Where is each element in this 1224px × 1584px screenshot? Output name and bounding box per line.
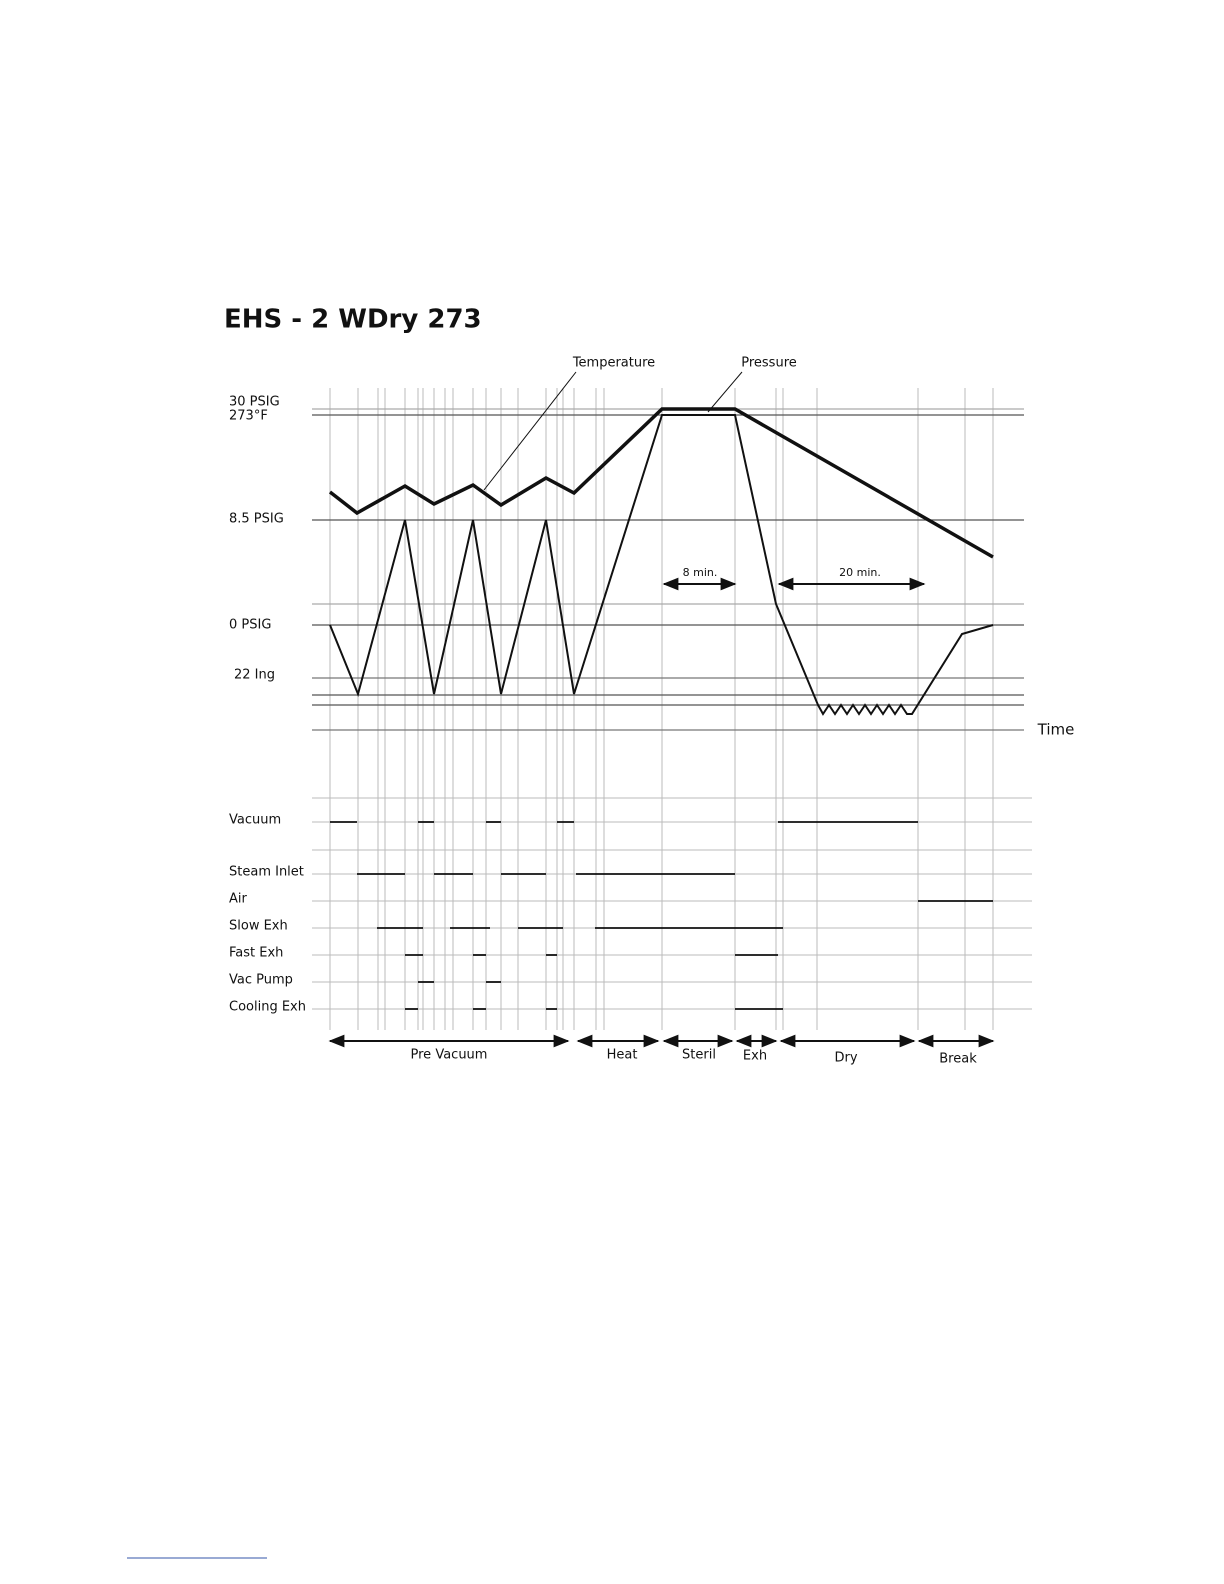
pressure-trace: [329, 414, 994, 716]
grid: [312, 388, 1032, 1030]
annotation: 8 min.: [683, 566, 718, 579]
temperature-trace: [328, 407, 994, 559]
level-label: 22 Ing: [234, 668, 275, 683]
phase-label: Break: [939, 1052, 977, 1067]
signal-label: Cooling Exh: [229, 1000, 306, 1015]
level-label: 0 PSIG: [229, 618, 271, 633]
leader-line: [483, 371, 577, 491]
phase-label: Exh: [743, 1049, 767, 1064]
signal-label: Fast Exh: [229, 946, 283, 961]
diagram-title: EHS - 2 WDry 273: [224, 305, 482, 335]
signal-label: Vacuum: [229, 813, 281, 828]
leader-line: [707, 371, 743, 413]
signal-label: Steam Inlet: [229, 865, 304, 880]
phase-label: Dry: [834, 1051, 857, 1066]
level-label: 273°F: [229, 409, 268, 424]
annotation: Time: [1037, 721, 1075, 739]
annotation: 20 min.: [839, 566, 881, 579]
signal-label: Air: [229, 892, 248, 907]
traces: [127, 371, 994, 1559]
level-label: 30 PSIG: [229, 395, 280, 410]
phase-label: Heat: [607, 1048, 638, 1063]
annotation: Pressure: [741, 356, 797, 371]
level-label: 8.5 PSIG: [229, 512, 284, 527]
phase-label: Steril: [682, 1048, 716, 1063]
signal-label: Vac Pump: [229, 973, 293, 988]
signal-label: Slow Exh: [229, 919, 288, 934]
phase-label: Pre Vacuum: [411, 1048, 488, 1063]
annotation: Temperature: [572, 356, 655, 371]
